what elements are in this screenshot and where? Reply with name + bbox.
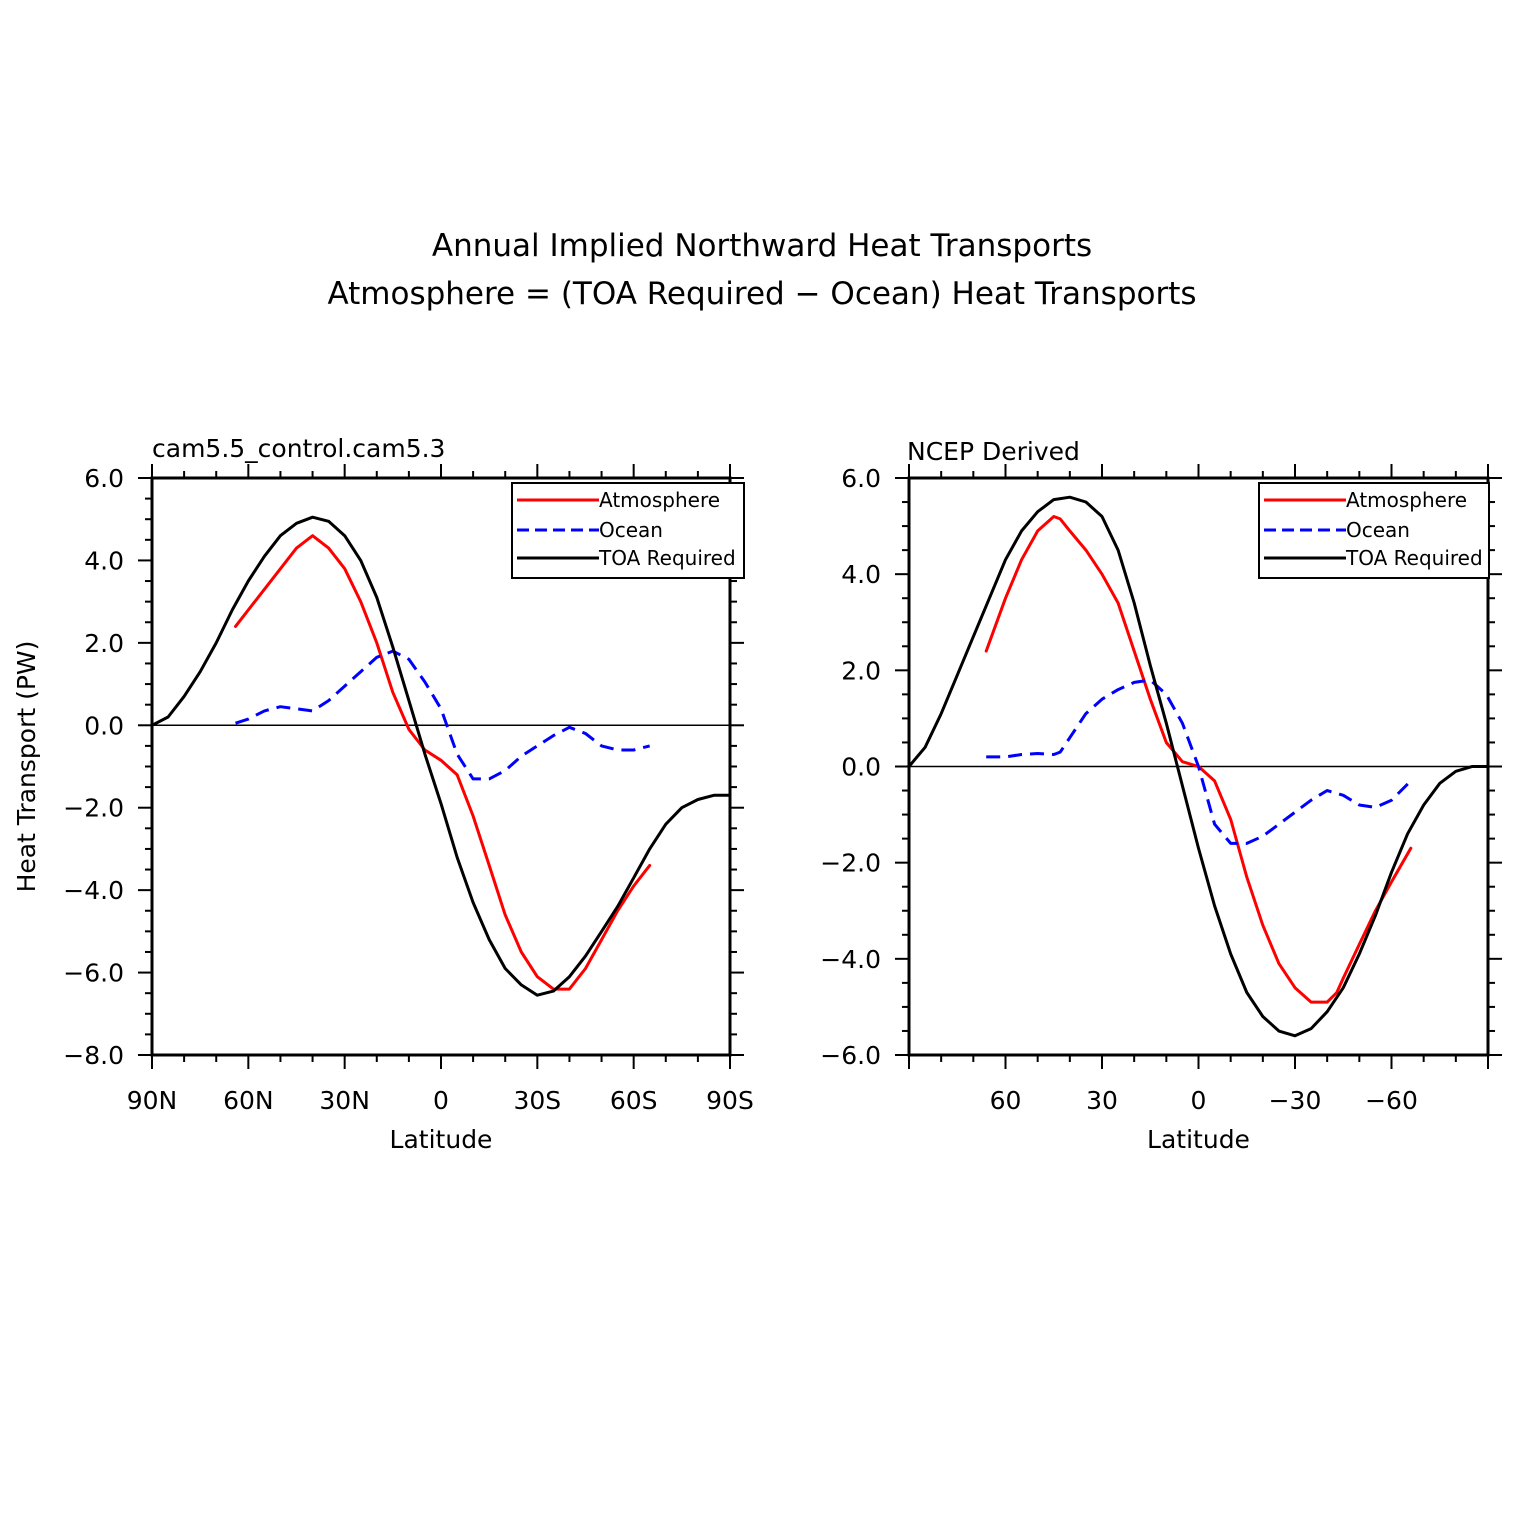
y-tick-label: −6.0	[63, 959, 124, 988]
x-tick-label: 0	[433, 1086, 449, 1115]
y-tick-label: 2.0	[841, 656, 881, 685]
legend-label: Atmosphere	[599, 488, 720, 512]
y-tick-label: −6.0	[820, 1041, 881, 1070]
x-tick-label: 90N	[127, 1086, 178, 1115]
y-tick-label: 0.0	[84, 711, 124, 740]
legend-label: Ocean	[599, 518, 663, 542]
x-tick-label: 30S	[513, 1086, 561, 1115]
legend: Atmosphere Ocean TOA Required	[1258, 482, 1490, 579]
series-line-toa-required	[150, 515, 732, 997]
left-panel-cam5: cam5.5_control.cam5.3 6.0 4.0 2.0 0.0 −2.0 −4.…	[12, 434, 754, 1154]
figure-title-line2: Atmosphere = (TOA Required − Ocean) Heat…	[327, 276, 1196, 312]
series-line-ocean	[986, 678, 1412, 845]
series-line-toa-required	[907, 495, 1490, 1038]
series-line-atmosphere	[234, 534, 652, 991]
y-tick-label: 4.0	[84, 546, 124, 575]
y-tick-label: −2.0	[63, 794, 124, 823]
y-axis-label: Heat Transport (PW)	[12, 641, 41, 893]
y-tick-label: 4.0	[841, 560, 881, 589]
x-tick-label: 30N	[319, 1086, 370, 1115]
x-tick-label: −60	[1365, 1086, 1418, 1115]
x-tick-label: 60	[990, 1086, 1022, 1115]
y-tick-label: −4.0	[820, 945, 881, 974]
x-axis-label: Latitude	[1147, 1125, 1250, 1154]
x-tick-label: 60S	[610, 1086, 658, 1115]
y-tick-label: −8.0	[63, 1041, 124, 1070]
panel-title: cam5.5_control.cam5.3	[152, 434, 445, 463]
y-tick-label: −2.0	[820, 849, 881, 878]
x-tick-label: 30	[1086, 1086, 1118, 1115]
y-tick-label: 6.0	[841, 464, 881, 493]
x-axis-label: Latitude	[390, 1125, 493, 1154]
y-tick-label: 2.0	[84, 629, 124, 658]
right-panel-ncep: NCEP Derived 6.0 4.0 2.0 0.0 −2.0 −4.0 −6.0 60 30…	[820, 437, 1502, 1154]
figure-title-line1: Annual Implied Northward Heat Transports	[432, 228, 1092, 264]
legend-label: TOA Required	[598, 546, 736, 570]
x-tick-label: 60N	[223, 1086, 274, 1115]
series-line-atmosphere	[984, 515, 1413, 1004]
x-tick-label: 90S	[706, 1086, 754, 1115]
y-tick-label: −4.0	[63, 876, 124, 905]
legend-label: Ocean	[1346, 518, 1410, 542]
x-tick-label: 0	[1191, 1086, 1207, 1115]
panel-title: NCEP Derived	[907, 437, 1080, 466]
legend-label: Atmosphere	[1346, 488, 1467, 512]
legend: Atmosphere Ocean TOA Required	[511, 482, 745, 579]
legend-label: TOA Required	[1345, 546, 1483, 570]
x-tick-label: −30	[1269, 1086, 1322, 1115]
series-line-ocean	[235, 649, 651, 781]
y-tick-label: 0.0	[841, 753, 881, 782]
y-tick-label: 6.0	[84, 464, 124, 493]
